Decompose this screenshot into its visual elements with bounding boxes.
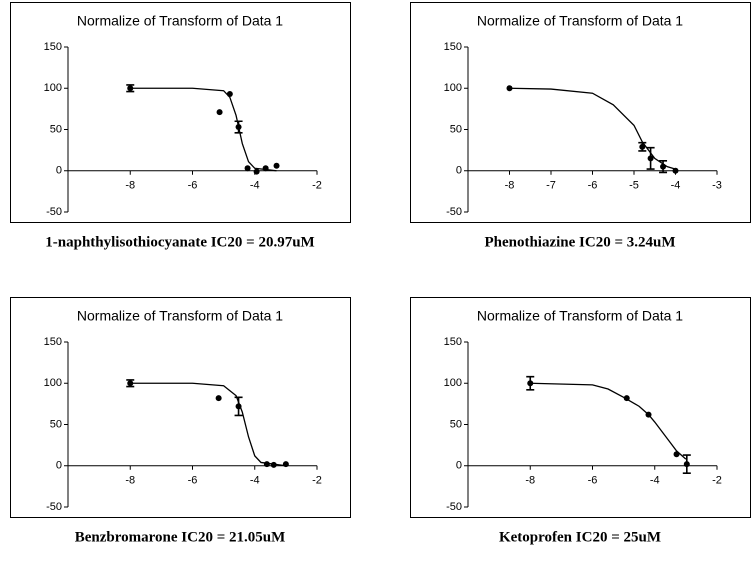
data-point [216,109,223,116]
data-point [263,461,270,468]
y-tick-label: 50 [50,418,62,430]
x-tick-label: -4 [250,180,260,192]
data-point [623,395,630,402]
data-point [672,167,679,174]
x-tick-label: -4 [650,475,660,487]
x-tick-label: -2 [312,475,322,487]
chart-title: Normalize of Transform of Data 1 [477,308,683,324]
y-tick-label: 100 [444,82,462,94]
fit-curve [130,382,286,467]
y-tick-label: -50 [446,501,462,513]
panel-frame [410,297,751,518]
x-tick-label: -8 [125,475,135,487]
data-point [647,155,654,162]
x-tick-label: -7 [546,180,556,192]
data-point [262,165,269,172]
caption: Ketoprofen IC20 = 25uM [499,529,661,545]
fit-curve [530,382,687,460]
chart-panel: Normalize of Transform of Data 1 Phenothi… [410,2,751,250]
x-tick-label: -8 [505,180,515,192]
y-tick-label: 50 [450,418,462,430]
data-point [527,380,534,387]
chart-title: Normalize of Transform of Data 1 [77,13,283,29]
data-point [127,85,134,92]
data-point [645,411,652,418]
x-tick-label: -8 [525,475,535,487]
y-tick-label: 50 [450,123,462,135]
x-tick-label: -6 [588,180,598,192]
x-tick-label: -3 [712,180,722,192]
x-tick-label: -6 [588,475,598,487]
data-point [506,85,513,92]
chart-panel: Normalize of Transform of Data 1 1-naphth… [10,2,351,250]
chart-panel: Normalize of Transform of Data 1 Benzbrom… [10,297,351,545]
data-point [235,403,242,410]
y-tick-label: 150 [444,336,462,348]
y-tick-label: -50 [46,206,62,218]
x-tick-label: -6 [188,180,198,192]
caption: Benzbromarone IC20 = 21.05uM [75,529,286,545]
y-tick-label: -50 [446,206,462,218]
y-tick-label: 100 [444,377,462,389]
data-point [270,461,277,468]
data-point [273,162,280,169]
x-tick-label: -2 [712,475,722,487]
x-tick-label: -6 [188,475,198,487]
y-tick-label: 0 [56,165,62,177]
chart-title: Normalize of Transform of Data 1 [477,13,683,29]
data-point [282,461,289,468]
panel-frame [10,297,351,518]
data-point [244,165,251,172]
panel-frame [410,2,751,223]
data-point [127,380,134,387]
chart-panel: Normalize of Transform of Data 1 Ketoprof… [410,297,751,545]
y-tick-label: 150 [44,336,62,348]
x-tick-label: -2 [312,180,322,192]
panel-frame [10,2,351,223]
y-tick-label: 0 [456,165,462,177]
x-tick-label: -4 [250,475,260,487]
y-tick-label: 100 [44,377,62,389]
caption: Phenothiazine IC20 = 3.24uM [484,234,675,250]
data-point [235,124,242,131]
y-tick-label: 0 [56,460,62,472]
data-point [215,395,222,402]
data-point [673,451,680,458]
y-tick-label: 150 [444,41,462,53]
y-tick-label: 150 [44,41,62,53]
y-tick-label: -50 [46,501,62,513]
x-tick-label: -5 [629,180,639,192]
data-point [226,91,233,98]
x-tick-label: -4 [671,180,681,192]
x-tick-label: -8 [125,180,135,192]
y-tick-label: 50 [50,123,62,135]
data-point [660,163,667,170]
chart-title: Normalize of Transform of Data 1 [77,308,283,324]
data-point [683,461,690,468]
data-point [253,168,260,175]
y-tick-label: 100 [44,82,62,94]
fit-curve [130,87,277,172]
caption: 1-naphthylisothiocyanate IC20 = 20.97uM [45,234,314,250]
data-point [639,143,646,150]
y-tick-label: 0 [456,460,462,472]
